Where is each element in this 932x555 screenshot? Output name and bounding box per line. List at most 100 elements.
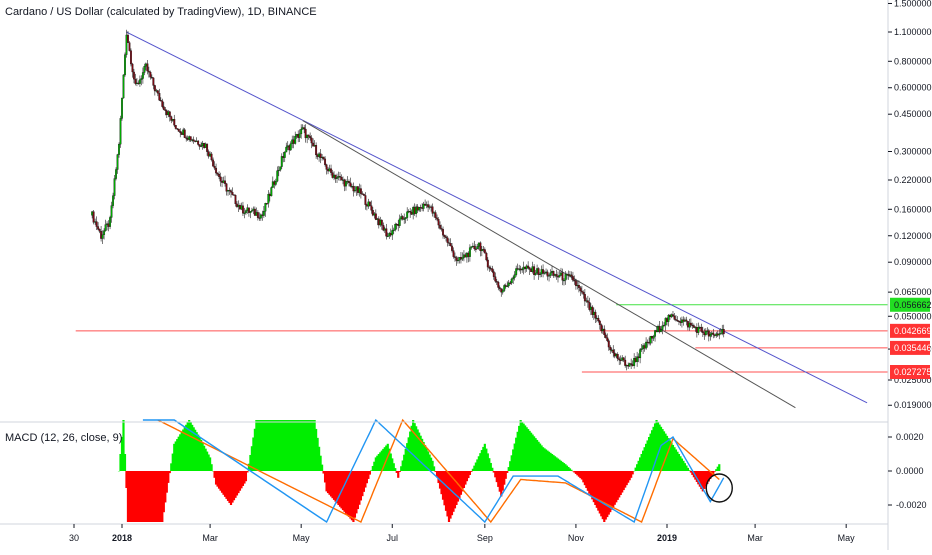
candle-body (284, 152, 286, 158)
price-level-tag-label: 0.035446 (894, 343, 932, 353)
candle-body (309, 136, 311, 138)
macd-histogram-bar (246, 471, 248, 472)
candle-body (451, 246, 453, 251)
candle-body (120, 118, 122, 144)
candle-body (502, 291, 504, 293)
candle-body (436, 218, 438, 219)
macd-tick-label: 0.0000 (896, 466, 924, 476)
candle-body (157, 91, 159, 94)
time-tick-label: Mar (202, 533, 218, 543)
candle-body (462, 258, 464, 260)
candle-body (599, 321, 601, 325)
candle-body (583, 292, 585, 294)
candle-body (444, 235, 446, 236)
candle-body (279, 167, 281, 170)
candle-body (232, 192, 234, 194)
time-tick-label: 2018 (112, 533, 132, 543)
price-level-tag-label: 0.056662 (894, 300, 932, 310)
candle-body (662, 326, 664, 330)
candle-body (494, 277, 496, 281)
candle-body (132, 64, 134, 72)
macd-pane (118, 420, 732, 522)
candle-body (623, 358, 625, 360)
candle-body (587, 301, 589, 303)
price-tick-label: 0.600000 (894, 83, 932, 93)
candle-body (112, 196, 114, 206)
price-tick-label: 0.019000 (894, 400, 932, 410)
time-tick-label: May (838, 533, 856, 543)
price-tick-label: 0.065000 (894, 287, 932, 297)
candle-body (303, 128, 305, 130)
candle-body (114, 179, 116, 196)
candle-body (129, 43, 131, 51)
candle-body (330, 169, 332, 173)
candle-body (399, 219, 401, 226)
candle-body (300, 129, 302, 134)
candle-body (148, 71, 150, 72)
macd-histogram-bar (210, 464, 212, 471)
candle-body (206, 144, 208, 152)
candle-body (529, 268, 531, 270)
candle-body (93, 212, 95, 223)
candle-body (477, 246, 479, 248)
candle-body (660, 330, 662, 332)
macd-histogram-bar (394, 468, 396, 471)
candle-body (133, 72, 135, 79)
candle-body (406, 212, 408, 218)
price-tick-label: 0.300000 (894, 146, 932, 156)
candle-body (559, 275, 561, 277)
candle-body (690, 323, 692, 325)
candle-body (385, 229, 387, 237)
candle-body (474, 246, 476, 249)
price-tick-label: 1.500000 (894, 0, 932, 8)
candle-body (169, 112, 171, 117)
candle-body (102, 235, 104, 239)
macd-histogram-bar (718, 464, 720, 471)
macd-histogram-bar (491, 468, 493, 471)
candle-body (142, 72, 144, 78)
candle-body (178, 129, 180, 131)
price-tick-label: 0.090000 (894, 257, 932, 267)
candle-body (250, 211, 252, 212)
candle-body (165, 110, 167, 111)
candle-body (147, 64, 149, 71)
candle-body (581, 291, 583, 292)
candle-body (453, 251, 455, 257)
macd-histogram-bar (321, 465, 323, 471)
annotation-circle (706, 474, 732, 502)
candle-body (218, 174, 220, 177)
candle-body (618, 359, 620, 360)
price-level-tag-label: 0.042669 (894, 326, 932, 336)
candle-body (153, 78, 155, 86)
candle-body (220, 177, 222, 181)
macd-label: MACD (12, 26, close, 9) (5, 432, 122, 444)
price-tick-label: 0.050000 (894, 311, 932, 321)
candle-body (712, 333, 714, 335)
candle-body (215, 168, 217, 173)
candle-body (710, 334, 712, 336)
candle-body (514, 275, 516, 278)
candle-body (99, 229, 101, 231)
candle-body (493, 272, 495, 277)
candle-body (512, 278, 514, 279)
candle-body (173, 119, 175, 125)
candle-body (438, 219, 440, 225)
candle-body (311, 138, 313, 143)
candle-body (214, 166, 216, 168)
candle-body (150, 72, 152, 77)
candle-body (672, 314, 674, 315)
candle-body (686, 320, 688, 321)
candle-body (323, 157, 325, 159)
candle-body (275, 181, 277, 184)
candle-body (435, 213, 437, 218)
candle-body (595, 312, 597, 318)
macd-tick-label: 0.0020 (896, 432, 924, 442)
time-tick-label: Mar (747, 533, 763, 543)
candle-body (371, 206, 373, 211)
candle-body (499, 287, 501, 288)
candle-body (154, 85, 156, 91)
candle-body (97, 227, 99, 230)
candle-body (271, 188, 273, 196)
